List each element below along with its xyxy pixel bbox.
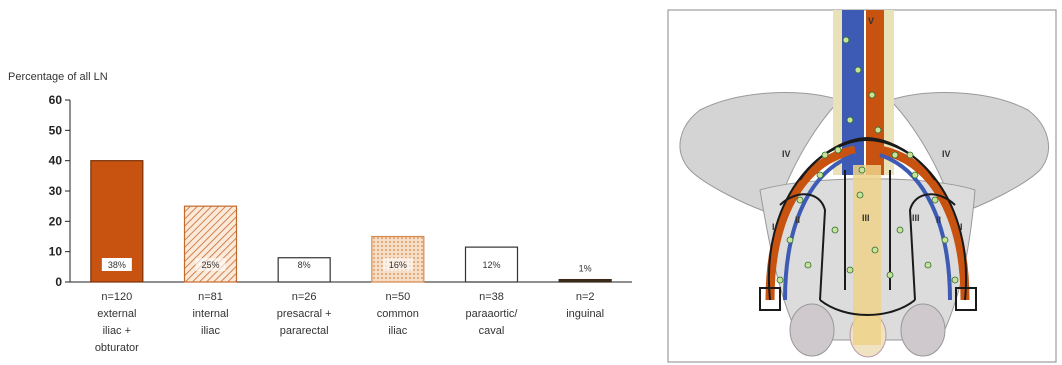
data-label: 38% xyxy=(108,260,126,270)
bar-chart: Percentage of all LN 0 10 20 30 40 50 60 38% 25… xyxy=(8,71,632,354)
category-label: n=26 xyxy=(292,291,317,303)
y-tick-label: 40 xyxy=(49,154,63,168)
data-label: 16% xyxy=(389,260,407,270)
category-label: n=120 xyxy=(101,291,132,303)
category-label: n=81 xyxy=(198,291,223,303)
lymph-node-dot xyxy=(846,116,854,124)
category-label: pararectal xyxy=(280,325,329,337)
lymph-node-dot xyxy=(886,271,894,279)
category-label: internal xyxy=(192,308,228,320)
data-label-bg xyxy=(382,258,413,271)
lymph-node-dot xyxy=(831,226,839,234)
lymph-node-dot xyxy=(924,261,932,269)
lymph-node-dot xyxy=(941,236,949,244)
region-label-iii-center: III xyxy=(862,213,870,223)
y-tick-label: 0 xyxy=(55,275,62,289)
bar xyxy=(464,246,519,283)
category-label: presacral + xyxy=(277,308,332,320)
region-label-iv-left: IV xyxy=(782,149,791,159)
category-label: paraaortic/ xyxy=(466,308,519,320)
category-label: iliac xyxy=(201,325,220,337)
region-outlines xyxy=(759,136,977,316)
lymph-node-dot xyxy=(891,151,899,159)
data-label: 12% xyxy=(482,260,500,270)
y-tick-label: 60 xyxy=(49,93,63,107)
iliac-vessel-right xyxy=(879,145,970,301)
y-axis-label: Percentage of all LN xyxy=(8,71,108,83)
lymph-node-dot xyxy=(856,191,864,199)
y-tick-label: 50 xyxy=(49,123,63,137)
y-tick-label: 20 xyxy=(49,214,63,228)
lymph-node-dot xyxy=(846,266,854,274)
region-label-v: V xyxy=(868,16,874,26)
category-label: iliac + xyxy=(103,325,131,337)
lymph-node-dot xyxy=(796,196,804,204)
data-label-bg xyxy=(195,258,226,271)
lymph-node-dot xyxy=(868,91,876,99)
region-label-iv-right: IV xyxy=(942,149,951,159)
category-label: inguinal xyxy=(566,308,604,320)
category-label: caval xyxy=(479,325,505,337)
category-label: n=2 xyxy=(576,291,595,303)
category-label: obturator xyxy=(95,342,139,354)
data-label-bg xyxy=(101,258,132,271)
lymph-node-dot xyxy=(821,151,829,159)
category-label: n=38 xyxy=(479,291,504,303)
lymph-node-dot xyxy=(931,196,939,204)
lymph-node-dots xyxy=(776,36,959,284)
lymph-node-dot xyxy=(951,276,959,284)
lymph-node-dot xyxy=(874,126,882,134)
lymph-node-dot xyxy=(911,171,919,179)
y-tick-label: 10 xyxy=(49,245,63,259)
lymph-node-dot xyxy=(906,151,914,159)
region-label-iii-right: III xyxy=(912,213,920,223)
region-label-i-left: I xyxy=(772,222,775,232)
y-tick-label: 30 xyxy=(49,184,63,198)
lymph-node-dot xyxy=(896,226,904,234)
lymph-node-dot xyxy=(854,66,862,74)
category-label: common xyxy=(377,308,419,320)
category-label: n=50 xyxy=(385,291,410,303)
category-label: iliac xyxy=(388,325,407,337)
lymph-node-dot xyxy=(804,261,812,269)
bar xyxy=(277,257,331,283)
data-label: 8% xyxy=(298,260,311,270)
region-label-ii-left: II xyxy=(795,215,800,225)
category-label: external xyxy=(97,308,136,320)
data-label: 1% xyxy=(579,264,592,274)
lymph-node-dot xyxy=(786,236,794,244)
lymph-node-dot xyxy=(871,246,879,254)
region-label-ii-right: II xyxy=(936,215,941,225)
lymph-node-dot xyxy=(816,171,824,179)
data-label: 25% xyxy=(201,260,219,270)
lymph-node-dot xyxy=(776,276,784,284)
bar xyxy=(558,278,612,283)
lymph-node-dot xyxy=(834,146,842,154)
region-label-i-right: I xyxy=(960,222,963,232)
lymph-node-dot xyxy=(858,166,866,174)
lymph-node-dot xyxy=(842,36,850,44)
iliac-vessel-left xyxy=(765,145,856,301)
